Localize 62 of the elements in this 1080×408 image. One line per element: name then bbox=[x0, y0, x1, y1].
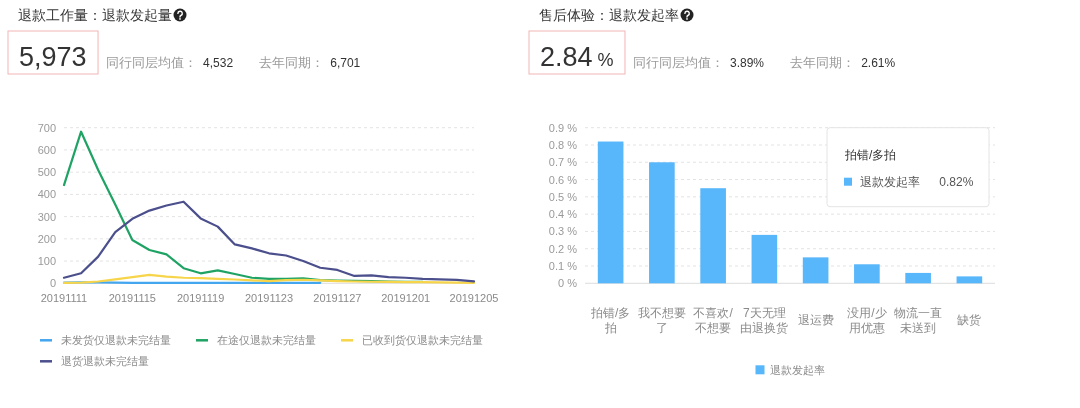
line-series bbox=[62, 200, 476, 283]
bar bbox=[905, 272, 931, 284]
y-tick-label: 500 bbox=[37, 166, 56, 179]
x-tick-label: 20191123 bbox=[244, 292, 294, 305]
y-tick-label: 700 bbox=[37, 121, 56, 134]
x-tick-label: 7天无理由退换货 bbox=[740, 305, 789, 335]
x-tick-label: 缺货 bbox=[957, 313, 982, 328]
text: 同行同层均值： bbox=[106, 55, 198, 70]
text: 3.89% bbox=[729, 56, 765, 70]
y-tick-label: 400 bbox=[37, 188, 56, 201]
text: 2.61% bbox=[861, 56, 896, 70]
y-tick-label: 600 bbox=[37, 143, 56, 156]
x-tick-label: 20191111 bbox=[40, 292, 88, 305]
y-tick-label: 0.9 % bbox=[548, 121, 578, 134]
bar bbox=[597, 141, 624, 284]
text: 5,973 bbox=[19, 42, 87, 72]
text: 2.84 % bbox=[540, 42, 614, 72]
x-tick-label: 没用/少用优惠 bbox=[847, 305, 887, 335]
bar bbox=[802, 257, 829, 284]
line-series bbox=[62, 273, 476, 284]
annotation: 退款发起率 0.82% bbox=[860, 174, 974, 189]
bar bbox=[854, 264, 880, 284]
text: 去年同期： bbox=[259, 55, 325, 70]
bar bbox=[700, 188, 726, 284]
text: 6,701 bbox=[330, 56, 361, 70]
legend-label: 退货退款未完结量 bbox=[61, 355, 149, 368]
bar bbox=[751, 234, 778, 284]
text: 售后体验：退款发起率 bbox=[539, 7, 679, 23]
y-tick-label: 0.4 % bbox=[548, 208, 578, 221]
y-tick-label: 0 bbox=[49, 277, 56, 290]
x-tick-label: 退运费 bbox=[797, 313, 834, 328]
y-tick-label: 0.7 % bbox=[548, 156, 578, 169]
y-tick-label: 200 bbox=[37, 232, 56, 245]
legend-label: 已收到货仅退款未完结量 bbox=[362, 334, 483, 347]
x-tick-label: 不喜欢/不想要 bbox=[693, 305, 734, 335]
x-tick-label: 20191119 bbox=[177, 292, 225, 305]
y-tick-label: 100 bbox=[37, 255, 56, 268]
y-tick-label: 0.6 % bbox=[548, 173, 578, 186]
x-tick-label: 20191115 bbox=[108, 292, 156, 305]
x-tick-label: 20191201 bbox=[381, 292, 431, 305]
y-tick-label: 0.3 % bbox=[548, 225, 578, 238]
text: 去年同期： bbox=[790, 55, 856, 70]
text: 退款工作量：退款发起量 bbox=[18, 7, 172, 23]
x-tick-label: 20191127 bbox=[313, 292, 362, 305]
y-tick-label: 0 % bbox=[558, 277, 578, 290]
bar bbox=[649, 162, 675, 284]
y-tick-label: 0.1 % bbox=[548, 260, 578, 273]
x-tick-label: 我不想要了 bbox=[637, 305, 686, 335]
y-tick-label: 0.8 % bbox=[548, 138, 578, 151]
text: 同行同层均值： bbox=[632, 55, 724, 70]
y-tick-label: 0.2 % bbox=[548, 242, 578, 255]
x-tick-label: 拍错/多拍 bbox=[589, 305, 631, 335]
legend-label: 在途仅退款未完结量 bbox=[217, 334, 316, 347]
bar bbox=[956, 276, 983, 284]
legend-label: 退款发起率 bbox=[769, 363, 825, 376]
x-tick-label: 20191205 bbox=[449, 292, 499, 305]
x-tick-label: 物流一直未送到 bbox=[894, 305, 943, 335]
y-tick-label: 300 bbox=[37, 210, 56, 223]
legend-label: 未发货仅退款未完结量 bbox=[61, 334, 171, 347]
text: 4,532 bbox=[203, 56, 234, 70]
y-tick-label: 0.5 % bbox=[548, 190, 578, 203]
annotation: 拍错/多拍 bbox=[844, 147, 897, 162]
